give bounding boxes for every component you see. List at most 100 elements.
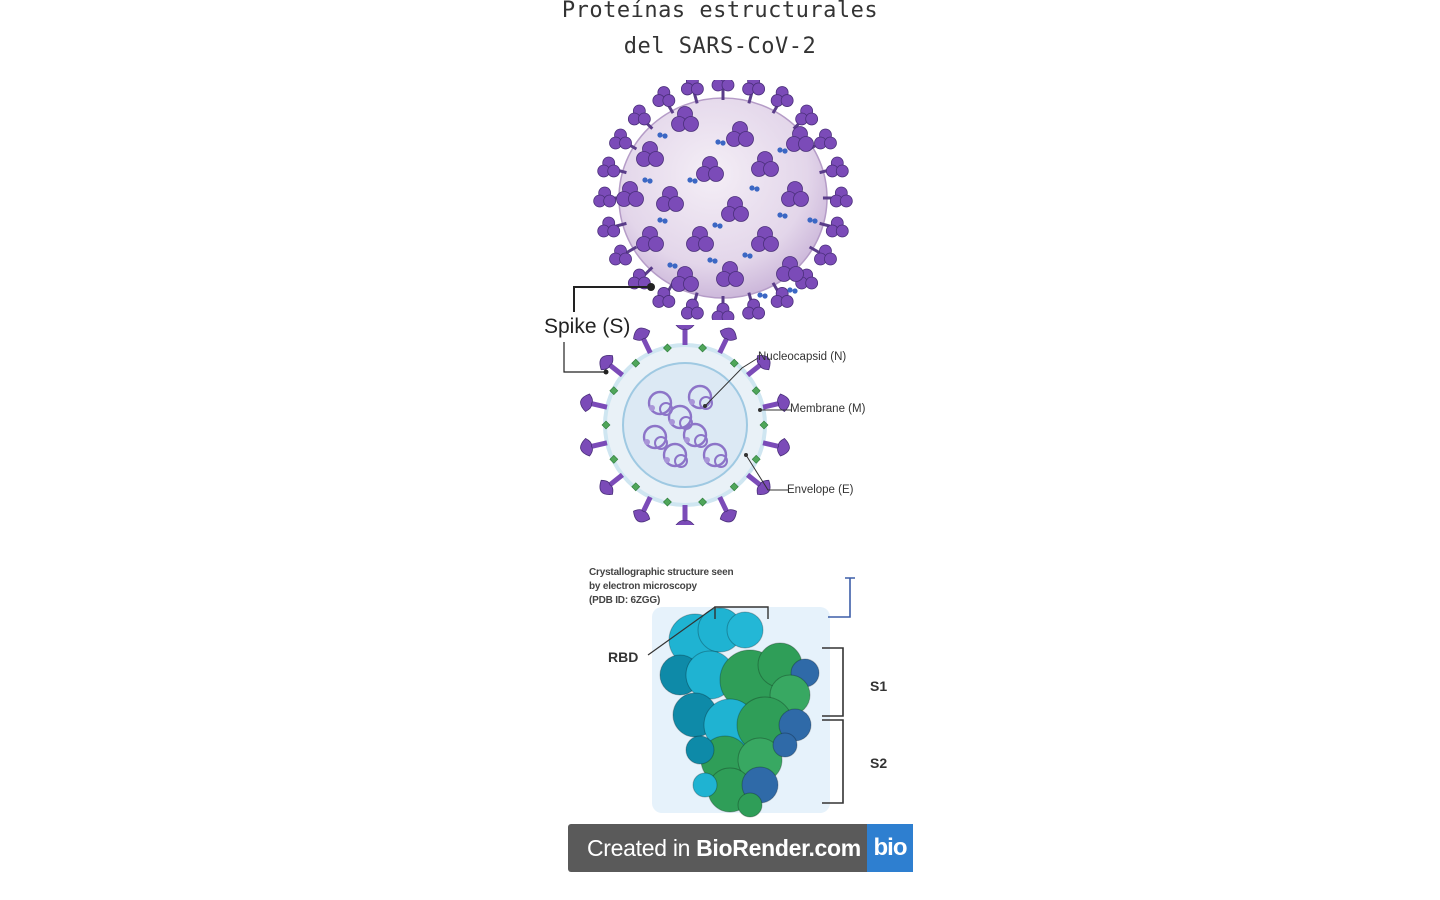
surface-spike [636, 141, 664, 167]
spike-crown [633, 327, 651, 341]
nucleocapsid-bead [689, 399, 695, 405]
spike-lobe [738, 131, 754, 147]
membrane-dot [742, 252, 748, 258]
membrane-dot [642, 177, 648, 183]
spike-crown [675, 520, 695, 525]
spike-label: Spike (S) [544, 315, 631, 338]
spike-lobe [721, 310, 735, 320]
spike-lobe [668, 196, 684, 212]
surface-spike [671, 266, 699, 292]
spike-head [580, 437, 593, 457]
protein-domain [726, 611, 764, 649]
spike-lobe [839, 194, 853, 208]
spike-crown [599, 355, 614, 371]
spike-head [599, 355, 614, 371]
membrane-dot [812, 218, 818, 224]
membrane-dot [662, 133, 668, 139]
spike-head [609, 244, 632, 266]
spike-lobe [763, 236, 779, 252]
virion-3d-illustration [593, 80, 853, 320]
surface-spike [721, 196, 749, 222]
spike-head [814, 244, 837, 266]
spike-lobe [619, 252, 632, 266]
badge-text: Created in BioRender.com [568, 824, 867, 872]
s2-label: S2 [870, 755, 888, 771]
spike-crown [719, 327, 737, 341]
spike-lobe [824, 136, 837, 150]
membrane-dot [657, 132, 663, 138]
spike-lobe [728, 271, 744, 287]
spike-lobe [628, 191, 644, 207]
spike-lobe [835, 224, 849, 238]
spike-lobe [721, 80, 735, 92]
surface-spike [751, 226, 779, 252]
protein-domain [737, 792, 763, 818]
surface-spike [671, 106, 699, 132]
rna-loop [647, 390, 673, 416]
spike-head [825, 216, 849, 238]
rna-loop [687, 384, 713, 410]
surface-spike [636, 226, 664, 252]
membrane-protein [729, 482, 739, 492]
membrane-dot [692, 178, 698, 184]
membrane-proteins [601, 343, 769, 507]
membrane-dot [657, 217, 663, 223]
membrane-dot [807, 217, 813, 223]
membrane-dot [720, 140, 726, 146]
membrane-protein [601, 420, 611, 430]
surface-spike [716, 261, 744, 287]
membrane-dot [687, 177, 693, 183]
nucleocapsid-rna-coils [642, 384, 728, 468]
membrane-protein [662, 343, 672, 353]
spike-lobe [780, 295, 794, 308]
protein-domain [685, 735, 715, 765]
surface-spike [751, 151, 779, 177]
spike-head [593, 186, 617, 208]
membrane-dot [757, 292, 763, 298]
s1-label: S1 [870, 678, 888, 694]
membrane-dot [749, 185, 755, 191]
rna-loop [702, 442, 728, 468]
rna-loop [674, 454, 688, 468]
surface-spike [656, 186, 684, 212]
spike-lobe [805, 276, 819, 290]
spike-head [597, 216, 621, 238]
membrane-dot [762, 293, 768, 299]
membrane-protein [631, 358, 641, 368]
surface-spike [776, 256, 804, 282]
rna-loop [714, 454, 728, 468]
nucleocapsid-bead [704, 457, 710, 463]
spike-lobe [698, 236, 714, 252]
spike-head [609, 128, 632, 150]
spike-head [770, 287, 794, 308]
title-line-2: del SARS-CoV-2 [623, 34, 817, 59]
protein-domain [772, 732, 798, 758]
top-bracket [828, 577, 855, 618]
spike-lobe [648, 236, 664, 252]
cross-section-spikes [580, 325, 790, 525]
nucleocapsid-bead [649, 405, 655, 411]
rna-loop [662, 442, 688, 468]
rna-loop [699, 396, 713, 410]
spike-crown [719, 509, 737, 523]
virion-surface-spikes [593, 80, 853, 320]
spike-lobe [607, 164, 621, 178]
membrane-dot [792, 288, 798, 294]
membrane-dot [715, 139, 721, 145]
spike-head [711, 302, 735, 320]
spike-lobe [648, 151, 664, 167]
spike-head [777, 393, 790, 413]
structure-caption: Crystallographic structure seen by elect… [589, 566, 734, 608]
spike-crown [777, 393, 790, 413]
spike-crown [599, 479, 614, 495]
biorender-badge[interactable]: Created in BioRender.com bio [568, 824, 913, 872]
membrane-protein [609, 386, 619, 396]
title-line-1: Proteínas estructurales [561, 0, 879, 23]
spike-head [756, 355, 771, 371]
membrane-dot [717, 223, 723, 229]
nucleocapsid-bead [684, 437, 690, 443]
spike-crown [756, 355, 771, 371]
membrane-label: Membrane (M) [790, 403, 866, 415]
rbd-pointer [647, 606, 716, 656]
spike-head [680, 80, 704, 96]
